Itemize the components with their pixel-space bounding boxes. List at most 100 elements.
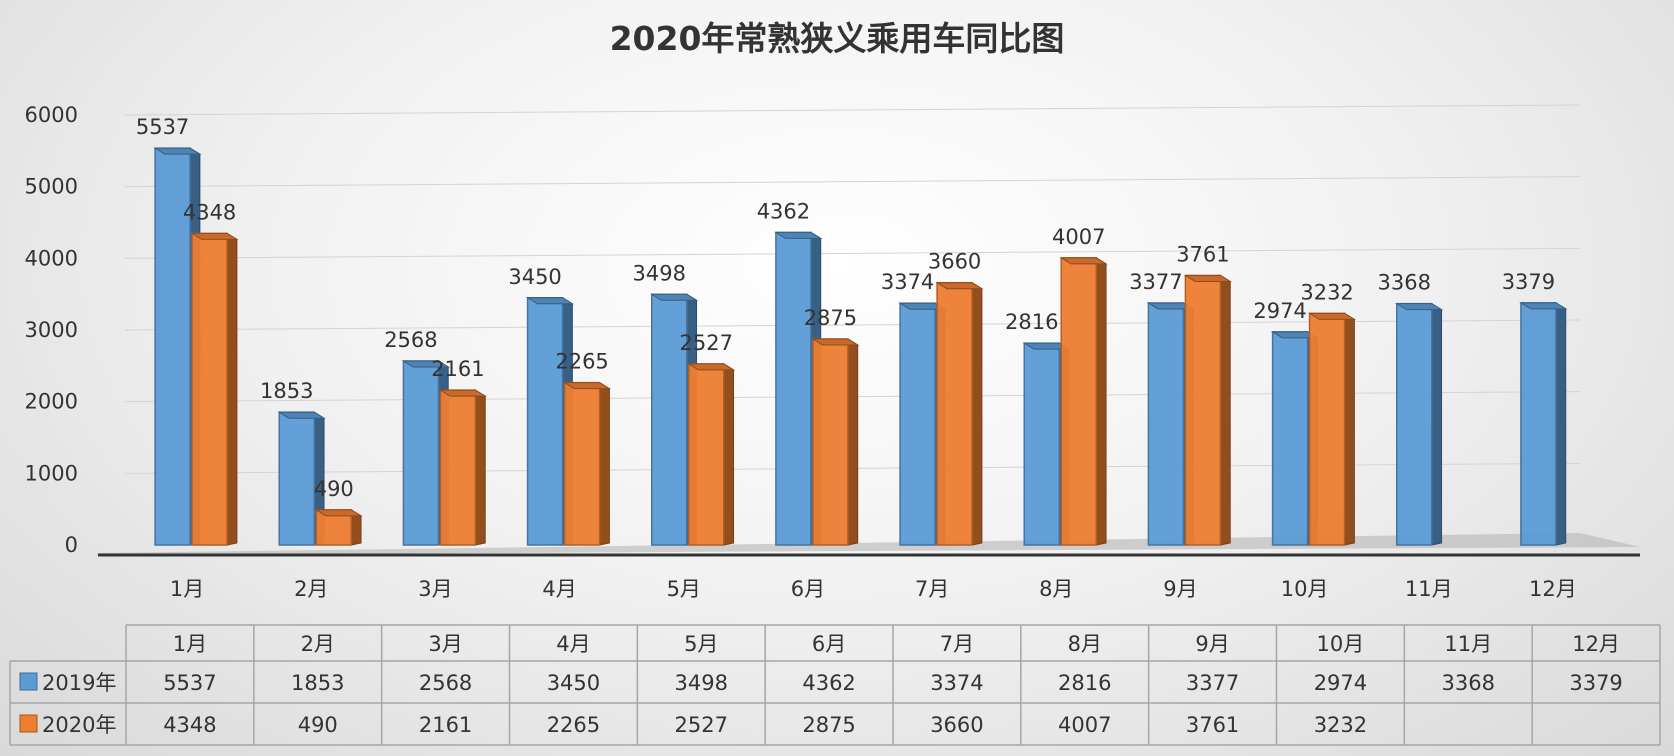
data-label: 2265 bbox=[555, 350, 608, 374]
data-label: 2568 bbox=[384, 328, 437, 352]
x-tick-label: 8月 bbox=[1039, 577, 1073, 601]
table-cell: 3761 bbox=[1186, 713, 1239, 737]
table-header-cell: 5月 bbox=[684, 632, 718, 656]
table-cell: 2568 bbox=[419, 671, 472, 695]
data-label: 4348 bbox=[183, 200, 236, 224]
bar-top bbox=[1059, 257, 1108, 265]
bar-top bbox=[525, 297, 575, 305]
table-cell: 3374 bbox=[930, 671, 983, 695]
table-cell: 2161 bbox=[419, 713, 472, 737]
bar-side bbox=[1095, 256, 1107, 546]
bar bbox=[1023, 342, 1060, 546]
table-cell: 2875 bbox=[802, 713, 855, 737]
table-header-cell: 12月 bbox=[1572, 632, 1620, 656]
data-label: 3761 bbox=[1176, 242, 1229, 266]
legend-label: 2019年 bbox=[42, 671, 116, 695]
gridline bbox=[124, 247, 1581, 259]
data-label: 2816 bbox=[1005, 310, 1058, 334]
x-tick-label: 7月 bbox=[915, 577, 949, 601]
x-tick-label: 2月 bbox=[294, 577, 328, 601]
bar bbox=[936, 281, 973, 546]
data-label: 3379 bbox=[1502, 270, 1555, 294]
table-cell: 3379 bbox=[1569, 671, 1622, 695]
x-tick-label: 11月 bbox=[1405, 577, 1453, 601]
table-cell: 3377 bbox=[1186, 671, 1239, 695]
y-tick-label: 3000 bbox=[25, 318, 78, 342]
bar-top bbox=[686, 363, 736, 371]
table-header-cell: 7月 bbox=[940, 632, 974, 656]
table-header-cell: 11月 bbox=[1444, 632, 1492, 656]
data-label: 3498 bbox=[633, 261, 686, 285]
bar bbox=[651, 293, 688, 546]
bar bbox=[812, 338, 849, 546]
bar-side bbox=[971, 281, 983, 546]
bar-side bbox=[1219, 274, 1231, 546]
table-header-cell: 10月 bbox=[1317, 632, 1365, 656]
bar-top bbox=[1519, 302, 1568, 310]
bar-top bbox=[649, 293, 699, 301]
bar-top bbox=[935, 282, 984, 290]
bar bbox=[1060, 257, 1097, 546]
bar bbox=[899, 302, 936, 546]
legend-swatch bbox=[19, 672, 38, 691]
table-cell: 3498 bbox=[675, 671, 728, 695]
bar bbox=[191, 232, 228, 546]
bar-top bbox=[1183, 274, 1232, 282]
bar bbox=[775, 231, 812, 546]
bar bbox=[278, 411, 315, 546]
bar bbox=[688, 363, 725, 546]
x-tick-label: 6月 bbox=[791, 577, 825, 601]
table-header-cell: 4月 bbox=[556, 632, 590, 656]
y-tick-label: 5000 bbox=[25, 175, 78, 199]
bar bbox=[154, 147, 191, 546]
table-header-cell: 2月 bbox=[301, 632, 335, 656]
y-tick-label: 2000 bbox=[25, 390, 78, 414]
bar-side bbox=[1555, 301, 1567, 546]
x-tick-label: 12月 bbox=[1529, 577, 1577, 601]
bar bbox=[1271, 331, 1309, 546]
chart-title: 2020年常熟狭义乘用车同比图 bbox=[609, 19, 1065, 58]
bar bbox=[1184, 274, 1222, 546]
bar-top bbox=[1394, 303, 1444, 311]
bar-side bbox=[474, 389, 486, 546]
bar-side bbox=[847, 338, 859, 546]
table-cell: 2265 bbox=[547, 713, 600, 737]
table-cell: 3450 bbox=[547, 671, 600, 695]
bar-top bbox=[438, 389, 487, 397]
data-label: 3377 bbox=[1129, 270, 1182, 294]
y-tick-label: 6000 bbox=[25, 103, 78, 127]
bar bbox=[439, 389, 477, 546]
bar bbox=[1520, 302, 1557, 546]
data-label: 4007 bbox=[1052, 225, 1105, 249]
data-label: 3450 bbox=[508, 265, 561, 289]
data-label: 2161 bbox=[431, 357, 484, 381]
bar bbox=[563, 381, 601, 546]
data-label: 3660 bbox=[928, 250, 981, 274]
x-tick-label: 9月 bbox=[1163, 577, 1197, 601]
x-tick-label: 4月 bbox=[542, 577, 576, 601]
legend-swatch bbox=[19, 714, 38, 733]
table-cell: 2527 bbox=[675, 713, 728, 737]
bar bbox=[1396, 302, 1433, 546]
y-tick-label: 0 bbox=[65, 533, 78, 557]
data-label: 3232 bbox=[1300, 280, 1353, 304]
table-header-cell: 3月 bbox=[428, 632, 462, 656]
table-cell: 3368 bbox=[1442, 671, 1495, 695]
data-label: 5537 bbox=[136, 115, 189, 139]
chart-floor bbox=[95, 533, 1640, 555]
data-label: 1853 bbox=[260, 379, 313, 403]
table-cell: 1853 bbox=[291, 671, 344, 695]
bar-top bbox=[153, 147, 202, 155]
legend-label: 2020年 bbox=[42, 713, 116, 737]
gridline bbox=[124, 176, 1581, 188]
bar-top bbox=[190, 232, 239, 240]
x-tick-label: 1月 bbox=[170, 577, 204, 601]
table-header-cell: 1月 bbox=[173, 632, 207, 656]
data-label: 2974 bbox=[1253, 299, 1306, 323]
bar-top bbox=[774, 231, 823, 239]
data-label: 2875 bbox=[804, 306, 857, 330]
table-header-cell: 6月 bbox=[812, 632, 846, 656]
x-tick-label: 10月 bbox=[1281, 577, 1329, 601]
